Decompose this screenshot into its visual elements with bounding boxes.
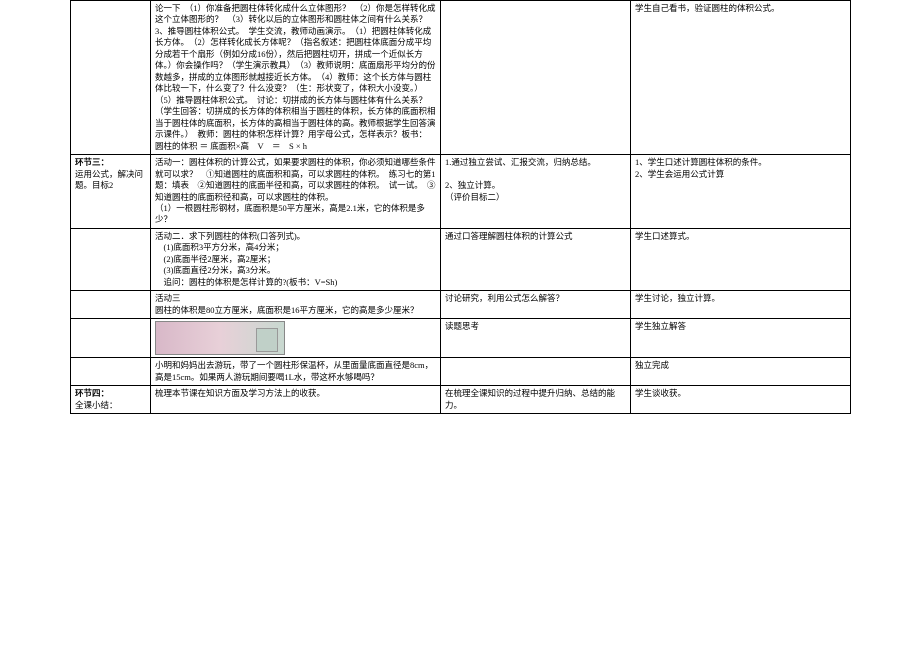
cell-section — [71, 291, 151, 319]
cell-text: 学生讨论，独立计算。 — [635, 293, 720, 303]
table-row: 活动二．求下列圆柱的体积(口答列式)。 (1)底面积3平方分米，高4分米； (2… — [71, 228, 851, 290]
cell-text: 梳理本节课在知识方面及学习方法上的收获。 — [155, 388, 325, 398]
cell-section — [71, 228, 151, 290]
cell-content: 活动一：圆柱体积的计算公式，如果要求圆柱的体积，你必须知道哪些条件就可以求？ ①… — [151, 155, 441, 229]
table-row: 论一下 （1）你准备把圆柱体转化成什么立体图形？ （2）你是怎样转化成这个立体图… — [71, 1, 851, 155]
cell-text: 1.通过独立尝试、汇报交流，归纳总结。2、独立计算。（评价目标二） — [445, 157, 596, 201]
cell-text: 学生口述算式。 — [635, 231, 695, 241]
cell-eval: 读题思考 — [441, 319, 631, 358]
section-title: 环节四： — [75, 388, 109, 398]
lesson-table: 论一下 （1）你准备把圆柱体转化成什么立体图形？ （2）你是怎样转化成这个立体图… — [70, 0, 851, 414]
cell-eval: 通过口答理解圆柱体积的计算公式 — [441, 228, 631, 290]
cell-text: 1、学生口述计算圆柱体积的条件。2、学生会运用公式计算 — [635, 157, 767, 178]
cell-text: 学生自己看书，验证圆柱的体积公式。 — [635, 3, 780, 13]
cell-text: 活动二．求下列圆柱的体积(口答列式)。 (1)底面积3平方分米，高4分米； (2… — [155, 231, 337, 287]
cell-student: 学生讨论，独立计算。 — [631, 291, 851, 319]
section-sub: 全课小结： — [75, 400, 118, 410]
cell-student: 1、学生口述计算圆柱体积的条件。2、学生会运用公式计算 — [631, 155, 851, 229]
cell-student: 学生谈收获。 — [631, 386, 851, 414]
cell-text: 小明和妈妈出去游玩，带了一个圆柱形保温杯，从里面量底面直径是8cm，高是15cm… — [155, 360, 433, 381]
cell-section — [71, 319, 151, 358]
cell-eval: 1.通过独立尝试、汇报交流，归纳总结。2、独立计算。（评价目标二） — [441, 155, 631, 229]
page-container: 论一下 （1）你准备把圆柱体转化成什么立体图形？ （2）你是怎样转化成这个立体图… — [0, 0, 920, 651]
section-title: 环节三： — [75, 157, 109, 167]
table-row: 环节四： 全课小结： 梳理本节课在知识方面及学习方法上的收获。 在梳理全课知识的… — [71, 386, 851, 414]
cell-section: 环节三： 运用公式，解决问题。目标2 — [71, 155, 151, 229]
table-row: 活动三圆柱的体积是80立方厘米，底面积是16平方厘米，它的高是多少厘米？ 讨论研… — [71, 291, 851, 319]
cell-content: 活动三圆柱的体积是80立方厘米，底面积是16平方厘米，它的高是多少厘米？ — [151, 291, 441, 319]
cell-text: 学生独立解答 — [635, 321, 686, 331]
cell-text: 在梳理全课知识的过程中提升归纳、总结的能力。 — [445, 388, 615, 409]
cell-eval — [441, 1, 631, 155]
cell-text: 活动一：圆柱体积的计算公式，如果要求圆柱的体积，你必须知道哪些条件就可以求？ ①… — [155, 157, 436, 224]
section-sub: 运用公式，解决问题。目标2 — [75, 169, 143, 190]
cell-section — [71, 1, 151, 155]
cell-text: 论一下 （1）你准备把圆柱体转化成什么立体图形？ （2）你是怎样转化成这个立体图… — [155, 3, 436, 151]
cell-content: 论一下 （1）你准备把圆柱体转化成什么立体图形？ （2）你是怎样转化成这个立体图… — [151, 1, 441, 155]
cell-content — [151, 319, 441, 358]
cell-eval: 讨论研究，利用公式怎么解答？ — [441, 291, 631, 319]
cell-section: 环节四： 全课小结： — [71, 386, 151, 414]
table-row: 环节三： 运用公式，解决问题。目标2 活动一：圆柱体积的计算公式，如果要求圆柱的… — [71, 155, 851, 229]
cell-text: 读题思考 — [445, 321, 479, 331]
table-row: 小明和妈妈出去游玩，带了一个圆柱形保温杯，从里面量底面直径是8cm，高是15cm… — [71, 358, 851, 386]
cell-eval — [441, 358, 631, 386]
cell-content: 小明和妈妈出去游玩，带了一个圆柱形保温杯，从里面量底面直径是8cm，高是15cm… — [151, 358, 441, 386]
table-row: 读题思考 学生独立解答 — [71, 319, 851, 358]
cell-student: 学生独立解答 — [631, 319, 851, 358]
cell-content: 活动二．求下列圆柱的体积(口答列式)。 (1)底面积3平方分米，高4分米； (2… — [151, 228, 441, 290]
cell-student: 学生口述算式。 — [631, 228, 851, 290]
cell-text: 独立完成 — [635, 360, 669, 370]
cell-student: 独立完成 — [631, 358, 851, 386]
cell-text: 学生谈收获。 — [635, 388, 686, 398]
cell-text: 讨论研究，利用公式怎么解答？ — [445, 293, 564, 303]
cell-student: 学生自己看书，验证圆柱的体积公式。 — [631, 1, 851, 155]
cell-eval: 在梳理全课知识的过程中提升归纳、总结的能力。 — [441, 386, 631, 414]
cell-text: 通过口答理解圆柱体积的计算公式 — [445, 231, 573, 241]
cell-content: 梳理本节课在知识方面及学习方法上的收获。 — [151, 386, 441, 414]
cell-section — [71, 358, 151, 386]
embedded-image — [155, 321, 285, 355]
cell-text: 活动三圆柱的体积是80立方厘米，底面积是16平方厘米，它的高是多少厘米？ — [155, 293, 419, 314]
